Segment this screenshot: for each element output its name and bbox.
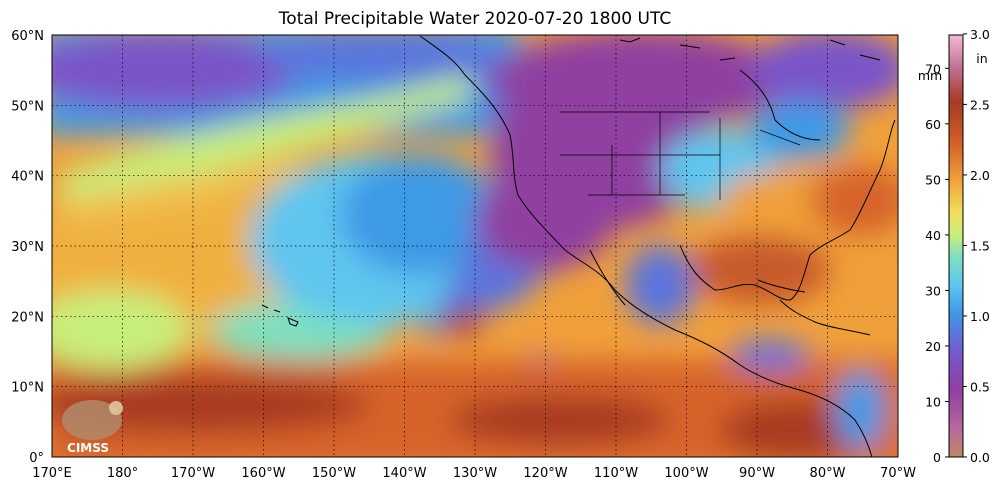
colorbar-mm-unit: mm (918, 68, 942, 83)
mm-tick-label: 40 (925, 228, 941, 243)
colorbar-mm-ticks: 70 60 50 40 30 20 10 0 (925, 61, 949, 465)
mm-tick-label: 10 (925, 394, 941, 409)
map-frame (51, 34, 899, 458)
coastlines (261, 35, 896, 457)
longitude-label: 140°W (382, 466, 426, 481)
latitude-label: 10°N (11, 381, 44, 396)
colorbar-inch-ticks: 3.0 2.5 2.0 1.5 1.0 0.5 0.0 (963, 27, 990, 465)
inch-tick-label: 3.0 (970, 27, 990, 42)
mm-tick-label: 20 (925, 339, 941, 354)
colorbar-in-unit: in (976, 51, 987, 66)
inch-tick-label: 2.0 (970, 168, 990, 183)
cuba (757, 279, 806, 293)
longitude-label: 100°W (664, 466, 708, 481)
field-blobs (52, 35, 898, 457)
inch-tick-label: 1.5 (970, 238, 990, 253)
mm-tick-label: 60 (925, 117, 941, 132)
mm-tick-label: 70 (925, 61, 941, 76)
latitude-label: 40°N (11, 170, 44, 185)
mm-tick-label: 0 (933, 450, 941, 465)
longitude-labels: 170°E 180° 170°W 160°W 150°W 140°W 130°W 120°W 1… (32, 466, 916, 481)
latitude-label: 20°N (11, 310, 44, 325)
inch-tick-label: 0.5 (970, 379, 990, 394)
west-coast-line (419, 35, 873, 457)
longitude-label: 130°W (453, 466, 497, 481)
mm-tick-label: 50 (925, 172, 941, 187)
inch-tick-label: 2.5 (970, 97, 990, 112)
hawaiian-islands (261, 304, 299, 327)
latitude-label: 30°N (11, 240, 44, 255)
inch-tick-label: 0.0 (970, 450, 990, 465)
great-lakes-line (739, 69, 821, 141)
colorbar: 70 60 50 40 30 20 10 0 3.0 2.5 2.0 1.5 1.0 0.5 0.0 mm… (918, 27, 990, 465)
longitude-label: 90°W (739, 466, 775, 481)
globe-icon (62, 400, 122, 440)
graticule (52, 35, 898, 457)
latitude-label: 50°N (11, 99, 44, 114)
longitude-label: 110°W (594, 466, 638, 481)
longitude-label: 120°W (523, 466, 567, 481)
caribbean-coast (779, 299, 871, 336)
latitude-label: 60°N (11, 29, 44, 44)
logo-text: CIMSS (67, 441, 109, 455)
longitude-label: 180° (107, 466, 138, 481)
latitude-label: 0° (29, 451, 44, 466)
mm-tick-label: 30 (925, 283, 941, 298)
arctic-islands (619, 37, 881, 61)
inch-tick-label: 1.0 (970, 309, 990, 324)
longitude-label: 80°W (810, 466, 846, 481)
state-borders (560, 111, 801, 200)
longitude-label: 170°E (32, 466, 72, 481)
gulf-east-coast (679, 119, 896, 301)
longitude-label: 160°W (241, 466, 285, 481)
cimss-logo: CIMSS (62, 400, 123, 455)
precipitable-water-field (52, 35, 898, 457)
latitude-labels: 60°N 50°N 40°N 30°N 20°N 10°N 0° (11, 29, 44, 466)
sun-icon (109, 401, 123, 415)
map-title: Total Precipitable Water 2020-07-20 1800… (278, 9, 672, 29)
longitude-label: 70°W (880, 466, 916, 481)
longitude-label: 170°W (171, 466, 215, 481)
baja-peninsula (589, 249, 626, 306)
colorbar-ramp (948, 34, 964, 458)
longitude-label: 150°W (312, 466, 356, 481)
